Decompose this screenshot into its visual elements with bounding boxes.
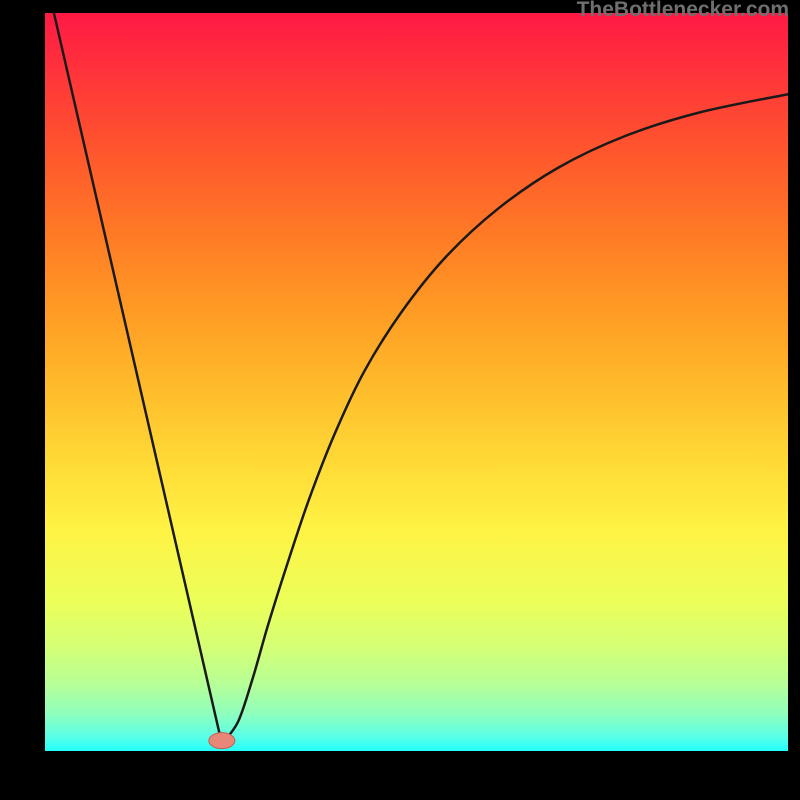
chart-container: TheBottlenecker.com	[0, 0, 800, 800]
plot-background	[45, 13, 788, 751]
watermark-text: TheBottlenecker.com	[577, 0, 789, 22]
bottleneck-chart	[0, 0, 800, 800]
optimal-marker	[209, 733, 235, 749]
